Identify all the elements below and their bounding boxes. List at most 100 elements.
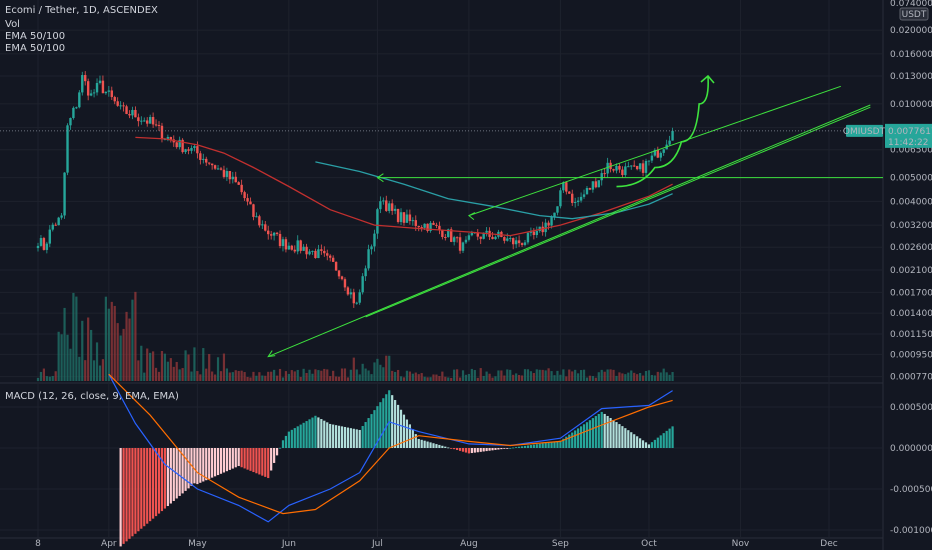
macd-histogram-bar [668, 428, 671, 448]
macd-histogram-bar [500, 448, 503, 450]
macd-histogram-bar [574, 430, 577, 448]
macd-histogram-bar [358, 429, 361, 448]
macd-histogram-bar [553, 441, 556, 448]
macd-histogram-bar [228, 448, 231, 470]
candle-body [550, 217, 553, 226]
volume-bar [458, 377, 462, 381]
candle-body [119, 105, 122, 107]
candle-body [447, 229, 450, 238]
candle-body [532, 231, 536, 236]
macd-histogram-bar [609, 418, 612, 448]
volume-bar [464, 374, 468, 381]
volume-bar [154, 367, 158, 381]
macd-histogram-bar [630, 432, 633, 448]
candle-body [346, 287, 350, 295]
volume-bar [376, 358, 379, 381]
macd-histogram-bar [163, 448, 167, 509]
candle-body [137, 117, 140, 122]
candle-body [464, 239, 468, 243]
volume-bar [116, 323, 119, 381]
ema-label-2[interactable]: EMA 50/100 [5, 43, 66, 54]
macd-histogram-bar [503, 448, 506, 449]
volume-bar [494, 376, 497, 381]
volume-bar [69, 348, 72, 381]
volume-bar [48, 376, 51, 381]
candle-body [48, 229, 52, 244]
volume-bar [323, 368, 326, 381]
volume-bar [429, 377, 432, 381]
candle-body [352, 292, 356, 304]
macd-histogram-bar [311, 417, 314, 448]
horizontal-level-arrow [376, 173, 384, 183]
volume-bar [240, 370, 243, 381]
volume-bar [641, 375, 645, 381]
candle-body [299, 240, 302, 251]
volume-bar [636, 374, 639, 381]
macd-histogram-bar [332, 424, 335, 448]
volume-label[interactable]: Vol [5, 19, 20, 30]
volume-bar [382, 367, 385, 381]
candle-body [600, 173, 603, 181]
volume-bar [275, 375, 279, 381]
volume-bar [396, 369, 400, 381]
volume-bar [308, 369, 311, 381]
macd-histogram-bar [565, 436, 568, 448]
candle-body [63, 172, 66, 216]
symbol-title[interactable]: Ecomi / Tether, 1D, ASCENDEX [5, 5, 158, 16]
macd-histogram-bar [523, 445, 527, 448]
macd-label[interactable]: MACD (12, 26, close, 9, EMA, EMA) [5, 391, 179, 402]
volume-bar [134, 291, 137, 381]
candle-body [573, 202, 577, 204]
candle-body [455, 237, 459, 239]
macd-histogram-bar [225, 448, 228, 472]
macd-histogram-bar [385, 394, 388, 448]
macd-histogram-bar [202, 448, 205, 482]
symbol-tag-label: OMIUSDT [843, 127, 886, 137]
volume-bar [299, 376, 302, 381]
candle-body [582, 194, 586, 197]
volume-bar [379, 364, 382, 381]
macd-histogram-bar [435, 444, 438, 448]
macd-histogram-bar [157, 448, 161, 514]
macd-histogram-bar [627, 430, 630, 448]
candle-body [75, 107, 78, 109]
macd-histogram-bar [119, 448, 122, 547]
volume-bar [582, 369, 586, 381]
candle-body [219, 168, 223, 170]
volume-bar [523, 369, 527, 381]
candle-body [470, 232, 474, 236]
volume-bar [532, 373, 535, 381]
ema-label-1[interactable]: EMA 50/100 [5, 31, 66, 42]
time-tick-label: Apr [101, 539, 117, 549]
candle-body [630, 165, 633, 167]
volume-bar [311, 373, 314, 381]
candle-body [252, 204, 255, 217]
candle-body [169, 136, 173, 140]
volume-bar [565, 376, 568, 381]
candle-body [287, 245, 291, 250]
candle-body [267, 230, 270, 235]
candle-body [110, 90, 113, 98]
volume-bar [541, 369, 544, 381]
candle-body [202, 158, 205, 160]
macd-histogram-bar [364, 422, 367, 448]
candle-body [435, 224, 438, 226]
volume-bar [78, 356, 81, 381]
candle-body [54, 224, 57, 226]
volume-bar [211, 371, 214, 381]
candle-body [461, 242, 465, 251]
macd-histogram-bar [340, 426, 344, 448]
macd-histogram-bar [278, 447, 282, 449]
candle-body [140, 120, 143, 122]
macd-histogram-bar [275, 448, 279, 456]
volume-bar [671, 371, 674, 381]
macd-histogram-bar [125, 448, 128, 542]
candle-body [311, 250, 314, 252]
candle-body [414, 220, 417, 226]
